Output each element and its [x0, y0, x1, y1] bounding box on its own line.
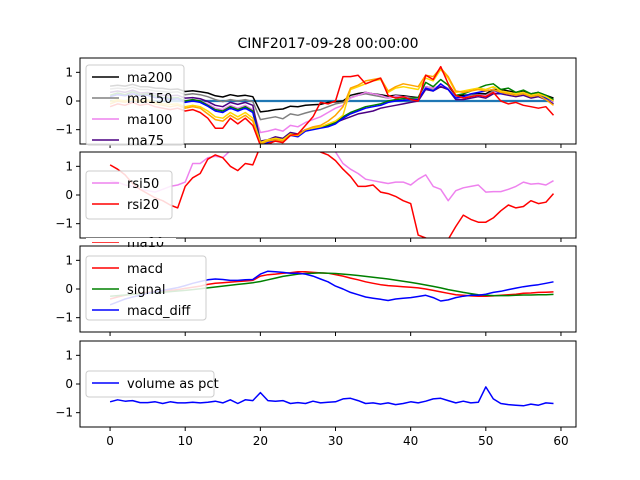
x-tick-label: 40	[403, 434, 418, 448]
y-tick-label: −1	[55, 311, 73, 325]
legend: ma200 ma150 ma100 ma75	[85, 64, 185, 149]
legend-label: ma200	[127, 71, 172, 86]
series-line-volume-as-pct	[109, 386, 554, 407]
y-tick-label: −1	[55, 406, 73, 420]
y-tick-label: −1	[55, 123, 73, 137]
axes-frame	[79, 245, 577, 333]
x-tick-label: 20	[253, 434, 268, 448]
panel-moving-averages: −1 0 1 ma200 ma150 ma100 ma75	[55, 57, 577, 149]
y-tick-label: 0	[65, 188, 73, 202]
legend-label: macd_diff	[127, 304, 191, 319]
series-group	[109, 152, 555, 238]
x-tick-label: 30	[328, 434, 343, 448]
legend: macd signal macd_diff	[85, 255, 207, 321]
legend-box	[85, 370, 215, 398]
legend: volume as pct	[85, 370, 219, 398]
panel-rsi: −1 0 1 rsi50 rsi20 ma10	[55, 151, 577, 251]
legend-box	[85, 64, 185, 146]
x-tick-label: 60	[553, 434, 568, 448]
axes-frame	[79, 151, 577, 239]
legend-label: macd	[127, 262, 163, 277]
legend-label: rsi50	[127, 177, 159, 192]
y-tick-label: 1	[65, 348, 73, 362]
y-tick-label: 0	[65, 282, 73, 296]
legend-label: ma75	[127, 134, 164, 149]
x-tick-label: 0	[106, 434, 114, 448]
y-tick-label: 1	[65, 253, 73, 267]
legend-label: ma150	[127, 92, 172, 107]
legend-label: volume as pct	[127, 377, 219, 392]
panel-macd: −1 0 1 macd signal macd_diff	[55, 245, 577, 336]
y-tick-label: 0	[65, 94, 73, 108]
axes-frame	[79, 340, 577, 428]
series-line-rsi20	[109, 152, 555, 238]
overflow-legend-mask	[86, 238, 176, 242]
figure-title: CINF2017-09-28 00:00:00	[237, 36, 418, 52]
legend-label: rsi20	[127, 198, 159, 213]
y-tick-label: 0	[65, 377, 73, 391]
axes-frame	[79, 57, 577, 145]
legend-label: ma100	[127, 113, 172, 128]
legend-label: signal	[127, 283, 165, 298]
y-tick-label: −1	[55, 217, 73, 231]
x-tick-label: 10	[178, 434, 193, 448]
legend: rsi50 rsi20	[85, 170, 173, 220]
series-line-rsi50	[109, 152, 554, 202]
series-group	[109, 386, 554, 407]
overflow-legend-fragment: ma10	[86, 236, 176, 251]
chart-panels: −101 ma200ma150ma100ma75−101rsi50rsi20ma1…	[55, 57, 577, 448]
y-tick-label: 1	[65, 159, 73, 173]
legend-box	[85, 255, 207, 321]
x-tick-label: 50	[478, 434, 493, 448]
y-tick-label: 1	[65, 65, 73, 79]
